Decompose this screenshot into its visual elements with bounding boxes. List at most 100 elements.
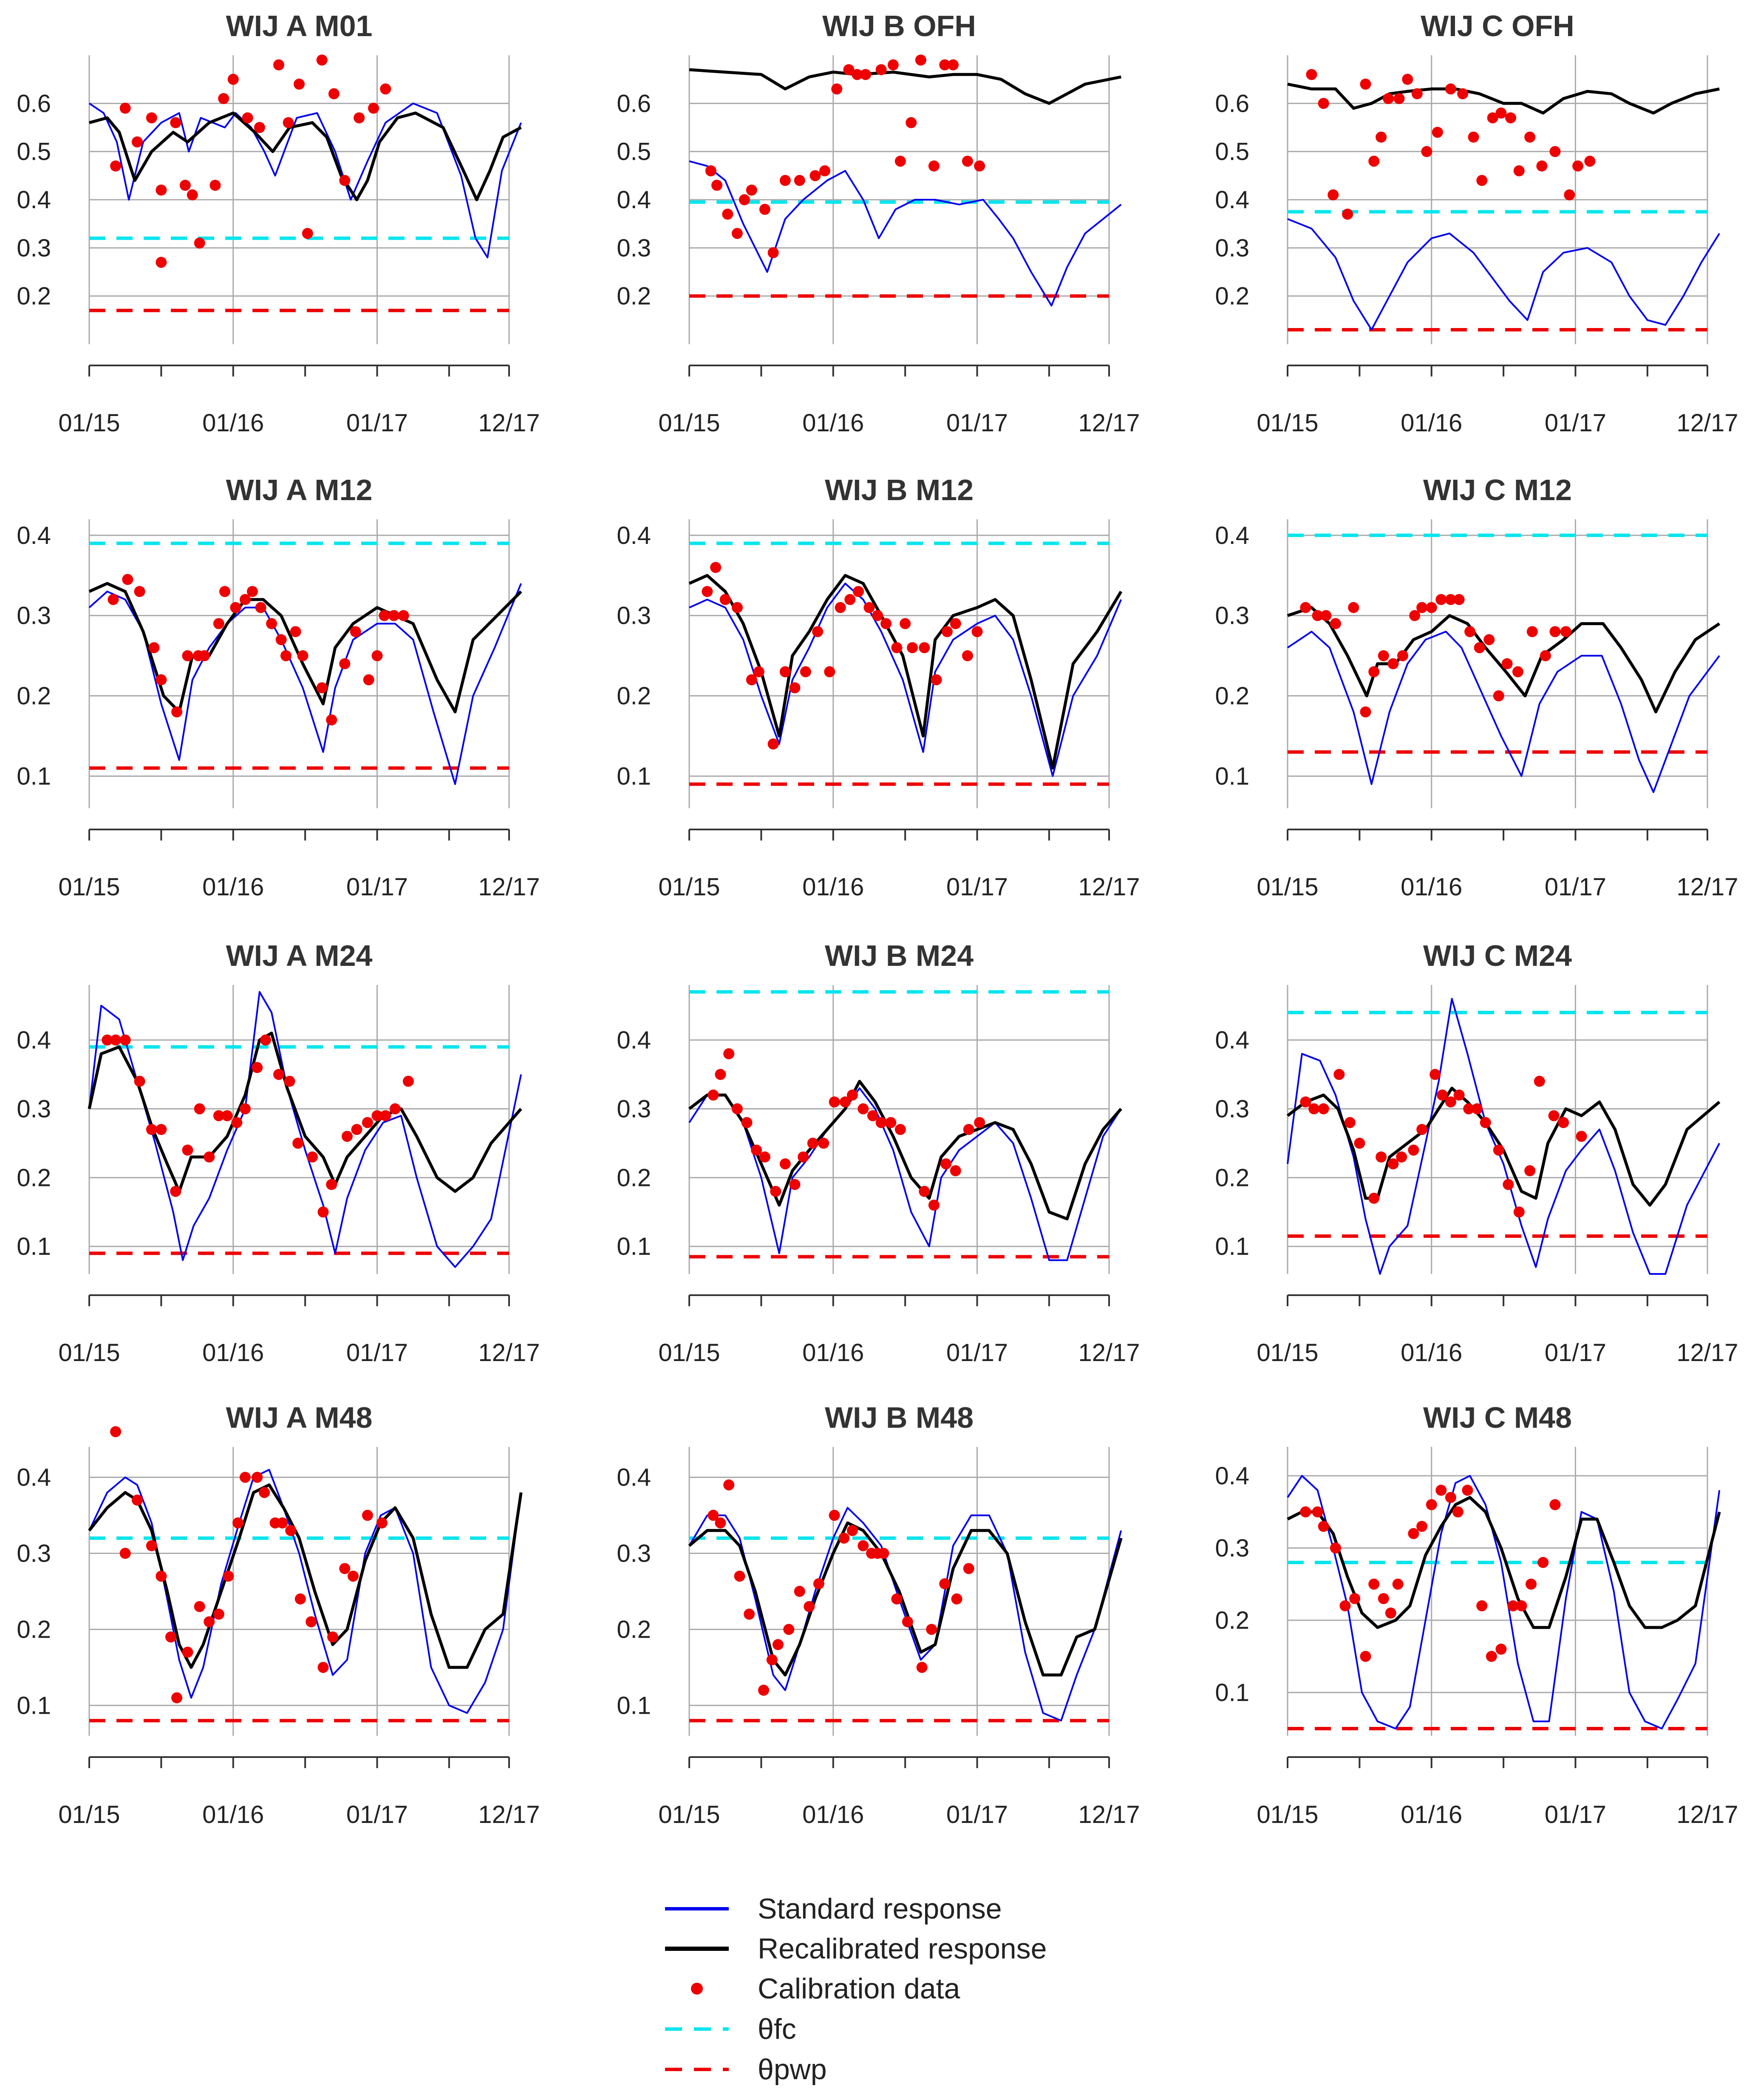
x-tick-label: 01/17 — [946, 873, 1008, 901]
calibration-point — [813, 1578, 824, 1590]
calibration-point — [246, 586, 258, 597]
calibration-point — [134, 1075, 145, 1087]
y-tick-label: 0.4 — [17, 1464, 51, 1492]
calibration-point — [223, 1571, 234, 1582]
calibration-point — [1426, 602, 1437, 613]
calibration-point — [213, 618, 224, 629]
x-tick-label: 01/16 — [802, 873, 864, 901]
calibration-point — [1409, 610, 1421, 621]
x-tick-label: 01/16 — [1401, 1801, 1462, 1828]
panel-11: WIJ C M48 0.1 0.2 0.3 0.4 01/15 01/16 01/17 12/1… — [1215, 1401, 1738, 1828]
calibration-point — [772, 1639, 784, 1650]
calibration-point — [1426, 1499, 1437, 1510]
calibration-point — [1584, 156, 1596, 167]
calibration-point — [770, 1186, 781, 1197]
y-tick-label: 0.1 — [617, 1692, 651, 1719]
calibration-point — [711, 180, 722, 191]
calibration-point — [1507, 1600, 1519, 1611]
x-tick-label: 01/15 — [1257, 409, 1318, 437]
recalibrated-response-line — [88, 1483, 523, 1669]
calibration-point — [705, 165, 716, 176]
calibration-point — [734, 1571, 745, 1582]
calibration-point — [1408, 1144, 1419, 1156]
calibration-point — [844, 594, 856, 605]
calibration-point — [1483, 634, 1495, 645]
calibration-point — [339, 658, 351, 669]
calibration-point — [708, 1090, 719, 1101]
calibration-point — [294, 1593, 306, 1605]
calibration-point — [1416, 1124, 1428, 1135]
panel-2: WIJ C OFH 0.2 0.3 0.4 0.5 0.6 01/15 01/16 01/17 1… — [1215, 9, 1738, 437]
calibration-point — [751, 1144, 762, 1156]
calibration-point — [715, 1069, 726, 1080]
calibration-point — [339, 175, 351, 186]
calibration-point — [213, 1608, 224, 1620]
calibration-point — [731, 1103, 743, 1115]
calibration-point — [950, 1165, 961, 1177]
calibration-point — [182, 650, 193, 662]
calibration-point — [1387, 658, 1399, 669]
calibration-point — [285, 1525, 297, 1536]
calibration-point — [294, 79, 305, 90]
calibration-point — [1445, 83, 1456, 95]
recalibrated-response-line — [1287, 606, 1721, 713]
panel-title: WIJ C M24 — [1423, 939, 1572, 972]
y-tick-label: 0.4 — [617, 186, 651, 214]
y-tick-label: 0.1 — [1215, 762, 1249, 790]
calibration-point — [302, 228, 313, 239]
y-tick-label: 0.4 — [17, 186, 51, 214]
calibration-point — [971, 626, 983, 637]
y-tick-label: 0.3 — [617, 234, 651, 262]
calibration-point — [402, 1075, 414, 1087]
calibration-point — [326, 714, 337, 726]
calibration-point — [368, 102, 379, 114]
calibration-point — [213, 1110, 224, 1121]
calibration-point — [1457, 88, 1469, 99]
y-tick-label: 0.1 — [1215, 1233, 1249, 1260]
calibration-point — [767, 738, 779, 750]
panel-7: WIJ B M24 0.1 0.2 0.3 0.4 01/15 01/16 01/17 12/1… — [617, 939, 1140, 1367]
standard-response-line — [689, 583, 1122, 777]
calibration-point — [242, 112, 253, 124]
calibration-point — [102, 1034, 113, 1046]
calibration-point — [232, 1517, 244, 1528]
calibration-point — [119, 1034, 131, 1046]
y-tick-label: 0.2 — [17, 1616, 51, 1643]
calibration-point — [1349, 1593, 1361, 1604]
panel-title: WIJ C M48 — [1423, 1401, 1572, 1434]
calibration-point — [1524, 1165, 1536, 1177]
calibration-point — [731, 602, 743, 613]
y-tick-label: 0.2 — [17, 283, 51, 310]
y-tick-label: 0.2 — [17, 682, 51, 710]
calibration-point — [260, 1034, 271, 1046]
calibration-point — [1549, 146, 1561, 157]
calibration-point — [783, 1624, 795, 1635]
calibration-point — [794, 175, 805, 186]
panel-title: WIJ A M12 — [226, 473, 373, 507]
calibration-point — [759, 204, 770, 215]
calibration-point — [759, 1151, 770, 1163]
y-tick-label: 0.3 — [617, 1540, 651, 1568]
calibration-point — [131, 1494, 143, 1506]
calibration-point — [931, 674, 942, 685]
calibration-point — [1392, 1579, 1404, 1590]
calibration-point — [1432, 127, 1443, 138]
calibration-point — [156, 184, 167, 196]
calibration-point — [1397, 650, 1408, 662]
calibration-point — [1534, 1075, 1545, 1087]
calibration-point — [863, 602, 875, 613]
calibration-point — [218, 93, 229, 104]
recalibrated-response-line — [1287, 82, 1720, 115]
calibration-point — [389, 1103, 401, 1115]
calibration-point — [363, 674, 374, 685]
x-tick-label: 01/16 — [802, 1339, 864, 1367]
calibration-point — [951, 1593, 962, 1605]
calibration-point — [275, 634, 287, 645]
calibration-point — [255, 602, 266, 613]
calibration-point — [327, 1631, 339, 1643]
recalibrated-response-line — [688, 574, 1123, 770]
calibration-point — [846, 1090, 858, 1101]
calibration-point — [810, 170, 821, 181]
panel-title: WIJ A M01 — [226, 9, 373, 42]
y-tick-label: 0.6 — [17, 90, 51, 117]
